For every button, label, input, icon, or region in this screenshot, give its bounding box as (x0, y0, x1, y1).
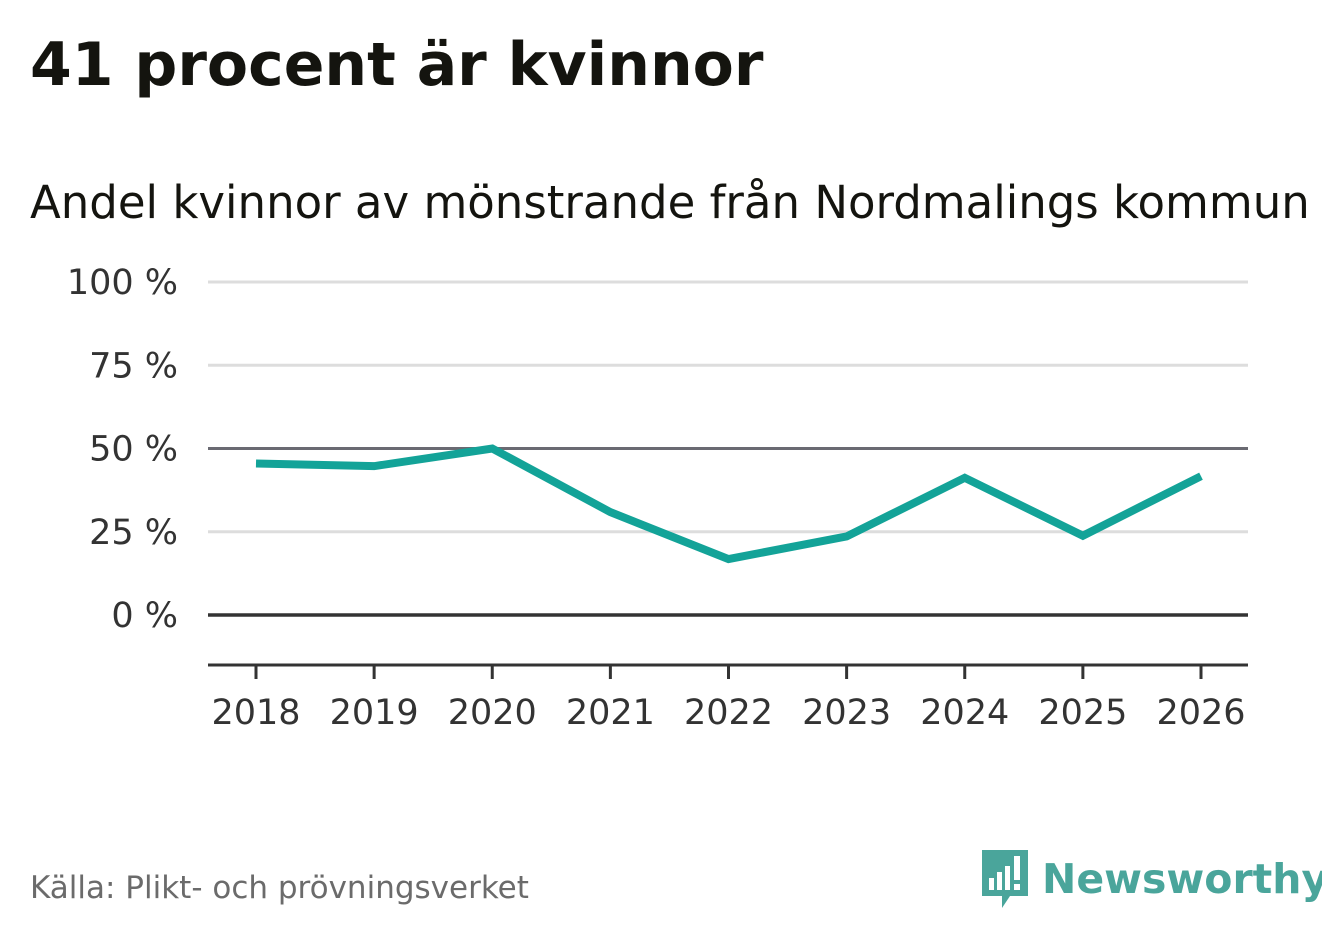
series-layer (255, 444, 1203, 564)
brand-name: Newsworthy (1042, 855, 1322, 903)
chart-title: 41 procent är kvinnor (30, 30, 764, 100)
x-tick-label: 2024 (920, 693, 1009, 733)
axis-layer: 0 % 25 % 50 % 75 % 100 % 2018 2019 2020 2021 2022… (67, 263, 1248, 733)
x-tick-label: 2018 (211, 693, 300, 733)
brand-logo[interactable]: Newsworthy (980, 848, 1322, 910)
x-tick-label: 2020 (448, 693, 537, 733)
grid-layer (208, 280, 1248, 617)
series-line (255, 444, 1203, 564)
x-tick-label: 2021 (566, 693, 655, 733)
y-tick-label: 100 % (67, 263, 178, 303)
x-tick-label: 2019 (330, 693, 419, 733)
x-tick-label: 2026 (1156, 693, 1245, 733)
y-tick-label: 75 % (89, 346, 178, 386)
y-tick-label: 25 % (89, 513, 178, 553)
y-tick-label: 0 % (111, 596, 178, 636)
x-tick-label: 2022 (684, 693, 773, 733)
x-tick-label: 2023 (802, 693, 891, 733)
line-chart: 0 % 25 % 50 % 75 % 100 % 2018 2019 2020 2021 2022… (67, 263, 1248, 733)
x-tick-label: 2025 (1038, 693, 1127, 733)
bar-chart-speech-bubble-icon (982, 850, 1028, 908)
chart-subtitle: Andel kvinnor av mönstrande från Nordmal… (30, 176, 1310, 229)
y-tick-label: 50 % (89, 430, 178, 470)
source-note: Källa: Plikt- och prövningsverket (30, 870, 529, 906)
